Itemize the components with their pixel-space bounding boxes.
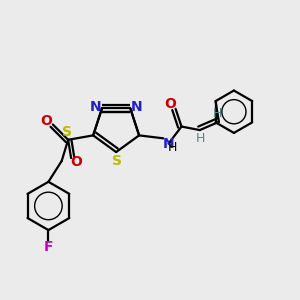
Text: N: N [90,100,101,114]
Text: N: N [163,136,174,151]
Text: O: O [40,114,52,128]
Text: N: N [131,100,142,114]
Text: F: F [44,240,53,254]
Text: S: S [62,124,72,139]
Text: O: O [164,97,176,111]
Text: H: H [167,141,177,154]
Text: H: H [196,132,205,145]
Text: S: S [112,154,122,168]
Text: O: O [70,155,82,169]
Text: H: H [213,107,222,120]
